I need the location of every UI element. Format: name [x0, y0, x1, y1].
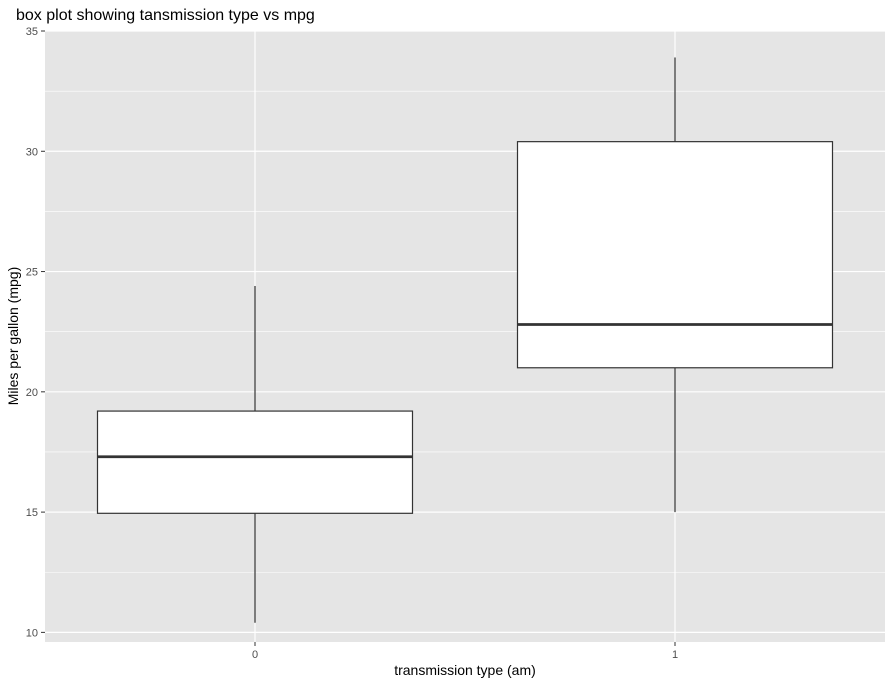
- y-axis-ticks: 10 15 20 25 30 35: [26, 26, 45, 639]
- box-iqr: [516, 141, 834, 369]
- y-tick-label: 15: [26, 507, 38, 519]
- y-tick-label: 30: [26, 146, 38, 158]
- y-tick-label: 10: [26, 627, 38, 639]
- y-tick-label: 25: [26, 267, 38, 279]
- x-tick-label: 0: [252, 649, 258, 661]
- chart-title: box plot showing tansmission type vs mpg: [16, 7, 315, 24]
- y-axis-title: Miles per gallon (mpg): [5, 267, 21, 406]
- box-iqr: [96, 410, 414, 514]
- x-tick-label: 1: [672, 649, 678, 661]
- box-series: [96, 57, 834, 623]
- y-tick-label: 35: [26, 26, 38, 38]
- box-0: [96, 285, 414, 623]
- box-1: [516, 57, 834, 513]
- x-axis-title: transmission type (am): [394, 662, 536, 678]
- y-tick-label: 20: [26, 387, 38, 399]
